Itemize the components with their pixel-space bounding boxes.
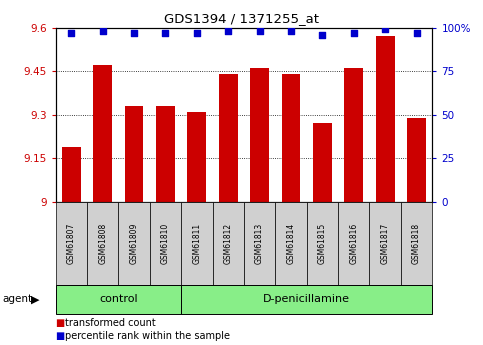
Point xyxy=(256,28,264,34)
Point xyxy=(287,28,295,34)
Point xyxy=(193,30,201,36)
Text: GSM61812: GSM61812 xyxy=(224,223,233,264)
Point xyxy=(68,30,75,36)
Point xyxy=(350,30,357,36)
Point xyxy=(130,30,138,36)
Point xyxy=(161,30,170,36)
Text: ■: ■ xyxy=(56,331,65,341)
Text: GDS1394 / 1371255_at: GDS1394 / 1371255_at xyxy=(164,12,319,25)
Point xyxy=(412,30,420,36)
Point xyxy=(382,27,389,32)
Bar xyxy=(93,65,112,202)
Text: GSM61808: GSM61808 xyxy=(98,223,107,264)
Bar xyxy=(376,36,395,202)
Text: GSM61816: GSM61816 xyxy=(349,223,358,264)
Bar xyxy=(125,106,143,202)
Text: GSM61811: GSM61811 xyxy=(192,223,201,264)
Point xyxy=(224,28,232,34)
Text: control: control xyxy=(99,294,138,304)
Bar xyxy=(156,106,175,202)
Point xyxy=(99,28,107,34)
Text: ▶: ▶ xyxy=(31,294,40,304)
Bar xyxy=(62,147,81,202)
Text: percentile rank within the sample: percentile rank within the sample xyxy=(65,331,230,341)
Bar xyxy=(313,124,332,202)
Bar xyxy=(344,68,363,202)
Text: GSM61817: GSM61817 xyxy=(381,223,390,264)
Text: GSM61807: GSM61807 xyxy=(67,223,76,264)
Bar xyxy=(250,68,269,202)
Text: GSM61818: GSM61818 xyxy=(412,223,421,264)
Text: GSM61810: GSM61810 xyxy=(161,223,170,264)
Text: transformed count: transformed count xyxy=(65,318,156,327)
Bar xyxy=(282,74,300,202)
Text: ■: ■ xyxy=(56,318,65,327)
Bar xyxy=(407,118,426,202)
Point xyxy=(319,32,327,37)
Bar xyxy=(187,112,206,202)
Text: GSM61809: GSM61809 xyxy=(129,223,139,264)
Text: GSM61813: GSM61813 xyxy=(255,223,264,264)
Text: agent: agent xyxy=(2,294,32,304)
Text: GSM61815: GSM61815 xyxy=(318,223,327,264)
Text: GSM61814: GSM61814 xyxy=(286,223,296,264)
Bar xyxy=(219,74,238,202)
Text: D-penicillamine: D-penicillamine xyxy=(263,294,350,304)
